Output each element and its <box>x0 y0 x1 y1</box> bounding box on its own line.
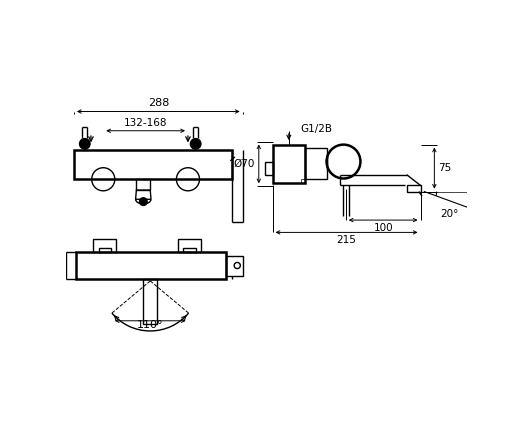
Text: 20°: 20° <box>440 208 458 219</box>
Text: Ø70: Ø70 <box>233 159 255 169</box>
Text: 132-168: 132-168 <box>124 118 167 129</box>
Text: 100: 100 <box>373 223 393 233</box>
Circle shape <box>80 138 90 149</box>
Text: 110°: 110° <box>137 320 163 330</box>
Circle shape <box>139 198 147 206</box>
Text: 75: 75 <box>438 163 451 173</box>
Circle shape <box>190 138 201 149</box>
Text: 215: 215 <box>336 236 357 246</box>
Text: 288: 288 <box>148 99 169 108</box>
Text: G1/2B: G1/2B <box>301 124 332 134</box>
